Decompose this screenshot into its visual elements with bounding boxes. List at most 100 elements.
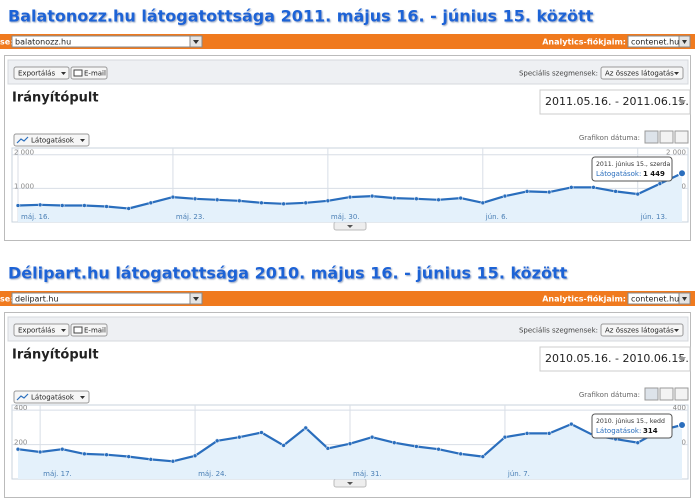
metric-select[interactable]: [13, 390, 90, 404]
metric-select[interactable]: [13, 133, 90, 147]
point[interactable]: [259, 430, 264, 435]
graph-mode-button[interactable]: [644, 387, 659, 401]
point[interactable]: [148, 457, 154, 462]
point[interactable]: [60, 203, 65, 208]
point[interactable]: [325, 198, 331, 204]
point[interactable]: [303, 200, 308, 206]
point[interactable]: [502, 193, 508, 199]
export-label[interactable]: Exportálás: [18, 327, 55, 335]
point[interactable]: [60, 446, 65, 452]
point[interactable]: [458, 451, 463, 457]
segment-select[interactable]: [600, 323, 684, 337]
account-name[interactable]: contenet.hu: [631, 38, 679, 47]
graph-mode-button[interactable]: [659, 387, 674, 401]
point[interactable]: [546, 189, 552, 195]
segment-name[interactable]: Az összes látogatás: [605, 70, 674, 78]
dashboard-heading: Irányítópult: [12, 348, 99, 363]
y-tick-label: 400: [14, 404, 27, 412]
point[interactable]: [392, 195, 397, 201]
point[interactable]: [524, 431, 530, 436]
graph-mode-button[interactable]: [644, 130, 659, 144]
point[interactable]: [170, 194, 176, 200]
point[interactable]: [591, 185, 596, 190]
chart-icon: [16, 136, 29, 144]
point[interactable]: [37, 202, 43, 208]
highlight-point[interactable]: [678, 169, 686, 178]
point[interactable]: [325, 446, 331, 451]
point[interactable]: [170, 459, 176, 464]
point[interactable]: [82, 203, 87, 208]
segment-select[interactable]: [600, 66, 684, 80]
point[interactable]: [82, 451, 87, 457]
metric-name[interactable]: Látogatások: [31, 394, 75, 402]
tooltip-metric: Látogatások:: [596, 427, 641, 435]
export-button[interactable]: [13, 66, 70, 80]
y-tick-label: 2 000: [666, 149, 686, 157]
email-label[interactable]: E-mail: [84, 70, 106, 78]
point[interactable]: [281, 201, 286, 207]
account-name[interactable]: contenet.hu: [631, 295, 679, 304]
point[interactable]: [414, 196, 419, 202]
point[interactable]: [281, 443, 286, 448]
chart-icon: [16, 393, 29, 401]
point[interactable]: [347, 441, 353, 446]
point[interactable]: [480, 200, 486, 206]
date-range[interactable]: [539, 346, 691, 372]
point[interactable]: [192, 196, 198, 202]
mail-icon: [73, 326, 83, 334]
point[interactable]: [569, 421, 574, 427]
point[interactable]: [214, 438, 220, 444]
point[interactable]: [37, 449, 43, 455]
email-label[interactable]: E-mail: [84, 327, 106, 335]
segment-name[interactable]: Az összes látogatás: [605, 327, 674, 335]
point[interactable]: [635, 191, 640, 197]
point[interactable]: [502, 434, 508, 440]
x-tick-label: jún. 13.: [640, 213, 667, 221]
point[interactable]: [392, 440, 397, 445]
point[interactable]: [414, 444, 419, 449]
point[interactable]: [15, 203, 21, 208]
graph-mode-button[interactable]: [674, 130, 689, 144]
point[interactable]: [15, 446, 21, 452]
point[interactable]: [436, 446, 441, 452]
x-tick-label: máj. 30.: [331, 213, 360, 221]
date-range-text[interactable]: 2011.05.16. - 2011.06.15.: [545, 95, 689, 108]
export-button[interactable]: [13, 323, 70, 337]
point[interactable]: [546, 431, 552, 436]
arrow-icon: [193, 297, 199, 301]
point[interactable]: [259, 200, 264, 206]
site-name[interactable]: balatonozz.hu: [15, 38, 71, 47]
point[interactable]: [436, 197, 441, 203]
point[interactable]: [480, 454, 486, 459]
point[interactable]: [104, 452, 109, 457]
point[interactable]: [126, 454, 131, 459]
point[interactable]: [214, 197, 220, 203]
highlight-point[interactable]: [678, 420, 686, 429]
point[interactable]: [369, 193, 375, 199]
point[interactable]: [148, 200, 154, 206]
point[interactable]: [104, 204, 109, 209]
point[interactable]: [303, 425, 308, 431]
point[interactable]: [369, 434, 375, 440]
point[interactable]: [569, 185, 574, 190]
point[interactable]: [458, 195, 463, 201]
export-label[interactable]: Exportálás: [18, 70, 55, 78]
point[interactable]: [524, 189, 530, 194]
tooltip-value: 314: [643, 427, 658, 435]
date-range[interactable]: [539, 89, 691, 115]
point[interactable]: [126, 206, 131, 211]
graph-mode-button[interactable]: [659, 130, 674, 144]
point[interactable]: [613, 189, 618, 194]
point[interactable]: [192, 453, 198, 459]
point[interactable]: [237, 198, 242, 204]
point[interactable]: [347, 194, 353, 200]
point[interactable]: [635, 440, 640, 445]
point[interactable]: [237, 434, 242, 440]
metric-name[interactable]: Látogatások: [31, 137, 75, 145]
arrow-icon: [682, 297, 687, 301]
site-name[interactable]: delipart.hu: [15, 295, 59, 304]
graph-mode-button[interactable]: [674, 387, 689, 401]
point[interactable]: [657, 181, 663, 186]
date-range-text[interactable]: 2010.05.16. - 2010.06.15.: [545, 352, 689, 365]
tooltip-date: 2011. június 15., szerda: [596, 160, 670, 168]
